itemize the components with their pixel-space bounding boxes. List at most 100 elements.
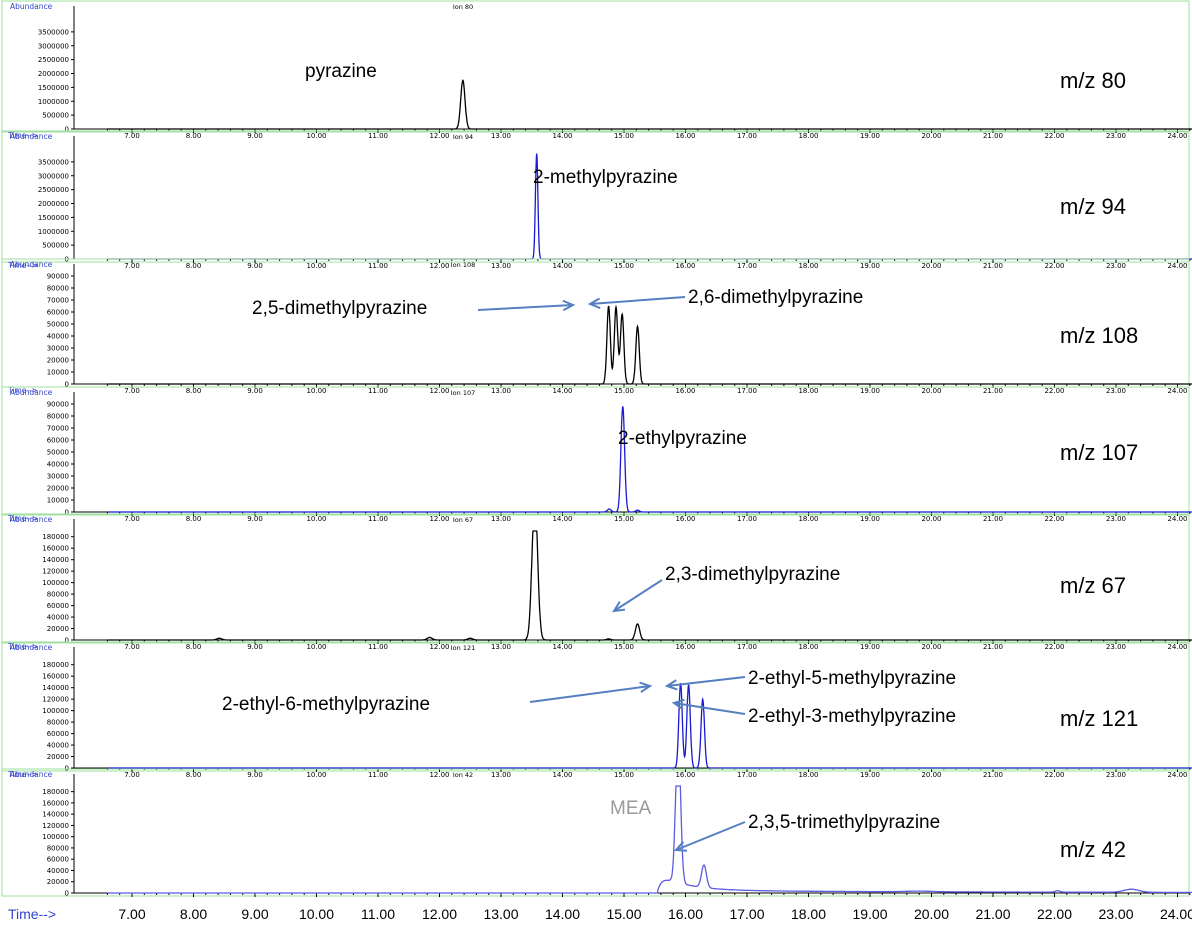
arrow-head — [639, 681, 653, 693]
x-tick-label: 8.00 — [186, 132, 202, 140]
x-tick-label: 19.00 — [860, 132, 880, 140]
compound-label: 2,3,5-trimethylpyrazine — [748, 812, 940, 833]
x-tick-label: 7.00 — [124, 515, 140, 523]
y-tick-label: 3500000 — [38, 158, 69, 166]
y-axis-title: Abundance — [10, 643, 53, 652]
panel-67: Abundance Ion 67 0 20000 40000 60000 80000 1000… — [1, 513, 1192, 651]
x-axis-title: Time--> — [7, 514, 38, 523]
y-tick-label: 500000 — [42, 242, 69, 250]
y-tick-label: 3000000 — [38, 172, 69, 180]
annotation-arrow — [477, 304, 574, 311]
y-tick-label: 0 — [65, 381, 69, 389]
y-tick-label: 20000 — [47, 625, 69, 633]
x-tick-label: 10.00 — [306, 262, 326, 270]
mz-label: m/z 107 — [1060, 440, 1138, 465]
y-tick-label: 1000000 — [38, 228, 69, 236]
ion-label: Ion 121 — [451, 644, 476, 652]
y-tick-label: 160000 — [42, 673, 69, 681]
y-axis-title: Abundance — [10, 260, 53, 269]
x-tick-label: 15.00 — [614, 387, 634, 395]
panel-frame — [1, 130, 1190, 263]
x-tick-label: 19.00 — [860, 387, 880, 395]
x-tick-label: 21.00 — [983, 132, 1003, 140]
panel-frame — [1, 641, 1190, 772]
y-tick-label: 2500000 — [38, 56, 69, 64]
x-tick-label: 10.00 — [299, 906, 334, 922]
x-tick-label: 20.00 — [921, 132, 941, 140]
x-tick-label: 19.00 — [860, 262, 880, 270]
y-tick-label: 120000 — [42, 696, 69, 704]
x-tick-label: 14.00 — [552, 771, 572, 779]
x-tick-label: 13.00 — [491, 262, 511, 270]
x-tick-label: 16.00 — [668, 906, 703, 922]
x-tick-label: 8.00 — [186, 262, 202, 270]
x-axis-title: Time--> — [7, 770, 38, 779]
x-tick-label: 8.00 — [186, 515, 202, 523]
y-tick-label: 0 — [65, 890, 69, 898]
y-tick-label: 120000 — [42, 822, 69, 830]
x-tick-label: 15.00 — [606, 906, 641, 922]
x-tick-label: 10.00 — [306, 643, 326, 651]
x-tick-label: 10.00 — [306, 387, 326, 395]
y-tick-label: 140000 — [42, 684, 69, 692]
x-tick-label: 23.00 — [1106, 771, 1126, 779]
y-tick-label: 60000 — [47, 602, 69, 610]
ion-label: Ion 94 — [453, 133, 473, 141]
x-tick-label: 22.00 — [1044, 387, 1064, 395]
x-tick-label: 21.00 — [983, 262, 1003, 270]
y-tick-label: 180000 — [42, 788, 69, 796]
x-tick-label: 14.00 — [545, 906, 580, 922]
x-tick-label: 7.00 — [118, 906, 145, 922]
x-tick-label: 7.00 — [124, 771, 140, 779]
x-tick-label: 23.00 — [1106, 387, 1126, 395]
x-tick-label: 11.00 — [361, 906, 395, 922]
x-tick-label: 14.00 — [552, 262, 572, 270]
x-tick-label: 24.00 — [1167, 132, 1187, 140]
x-tick-label: 9.00 — [247, 132, 263, 140]
compound-label: 2-methylpyrazine — [533, 167, 678, 188]
x-tick-label: 16.00 — [675, 262, 695, 270]
y-tick-label: 160000 — [42, 799, 69, 807]
y-tick-label: 10000 — [47, 369, 69, 377]
panel-94: Abundance Ion 940500000100000015000002000… — [1, 130, 1192, 270]
x-tick-label: 12.00 — [422, 906, 457, 922]
x-tick-label: 12.00 — [429, 387, 449, 395]
chromatogram-trace — [107, 682, 1192, 769]
y-tick-label: 0 — [65, 637, 69, 645]
annotation-arrow — [666, 676, 746, 687]
x-tick-label: 24.00 — [1160, 906, 1192, 922]
y-tick-label: 20000 — [47, 878, 69, 886]
x-tick-label: 16.00 — [675, 132, 695, 140]
x-tick-label: 24.00 — [1167, 262, 1187, 270]
x-tick-label: 13.00 — [491, 515, 511, 523]
y-tick-label: 60000 — [47, 309, 69, 317]
y-tick-label: 50000 — [47, 449, 69, 457]
y-tick-label: 40000 — [47, 461, 69, 469]
x-tick-label: 24.00 — [1167, 643, 1187, 651]
panel-121: Abundance Ion 121020000400006000080000100… — [1, 641, 1192, 779]
x-tick-label: 20.00 — [921, 643, 941, 651]
x-tick-label: 13.00 — [491, 643, 511, 651]
x-tick-label: 16.00 — [675, 515, 695, 523]
x-tick-label: 7.00 — [124, 262, 140, 270]
x-tick-label: 8.00 — [186, 387, 202, 395]
y-tick-label: 40000 — [47, 614, 69, 622]
x-tick-label: 13.00 — [483, 906, 518, 922]
y-tick-label: 2000000 — [38, 200, 69, 208]
x-tick-label: 7.00 — [124, 643, 140, 651]
x-tick-label: 10.00 — [306, 771, 326, 779]
x-tick-label: 20.00 — [921, 771, 941, 779]
x-tick-label: 12.00 — [429, 515, 449, 523]
y-tick-label: 180000 — [42, 533, 69, 541]
x-tick-label: 11.00 — [368, 387, 388, 395]
x-axis-title: Time--> — [7, 642, 38, 651]
x-tick-label: 19.00 — [860, 771, 880, 779]
x-tick-label: 24.00 — [1167, 515, 1187, 523]
y-tick-label: 1000000 — [38, 98, 69, 106]
x-tick-label: 8.00 — [180, 906, 207, 922]
compound-label: 2,5-dimethylpyrazine — [252, 298, 427, 319]
y-tick-label: 40000 — [47, 742, 69, 750]
y-tick-label: 140000 — [42, 556, 69, 564]
panel-frame — [1, 386, 1190, 516]
x-tick-label: 17.00 — [737, 387, 757, 395]
